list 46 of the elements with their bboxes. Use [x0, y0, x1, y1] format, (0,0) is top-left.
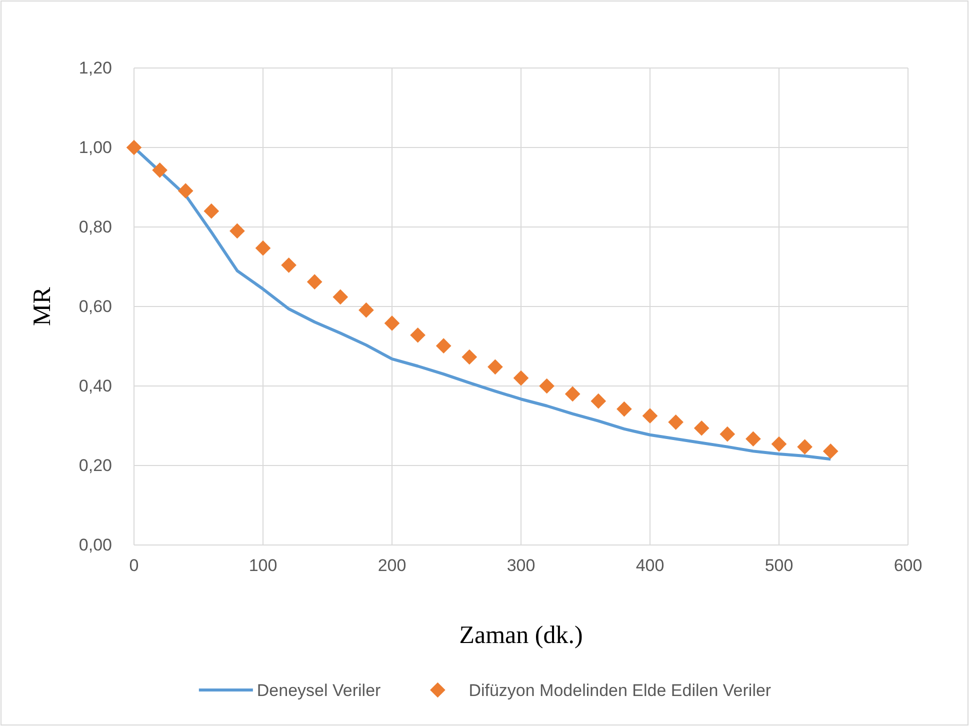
point	[771, 436, 787, 452]
point	[152, 162, 168, 178]
point	[281, 257, 296, 273]
point	[616, 401, 632, 417]
point	[539, 378, 554, 394]
point	[204, 203, 220, 219]
y-axis-title: MR	[29, 286, 56, 326]
point	[513, 370, 529, 386]
point	[126, 140, 142, 156]
y-tick-label: 0,20	[78, 456, 112, 475]
point	[462, 349, 478, 365]
x-tick-label: 300	[506, 556, 536, 576]
point	[564, 386, 580, 402]
x-axis-title: Zaman (dk.)	[459, 622, 583, 649]
point	[230, 223, 245, 239]
point	[822, 444, 838, 459]
point	[306, 274, 322, 290]
point	[746, 431, 761, 447]
point	[668, 414, 684, 430]
point	[384, 316, 400, 331]
point	[255, 240, 271, 256]
legend-label: Deneysel Veriler	[256, 681, 382, 700]
point	[332, 289, 348, 305]
point	[436, 338, 452, 354]
x-tick-label: 200	[378, 556, 406, 576]
y-tick-label: 0,40	[78, 376, 112, 396]
y-tick-label: 1,20	[78, 58, 112, 78]
legend-label: Difüzyon Modelinden Elde Edilen Veriler	[468, 681, 772, 700]
point	[720, 426, 736, 442]
point	[590, 393, 606, 409]
x-tick-label: 400	[636, 556, 664, 576]
point	[358, 302, 374, 318]
y-tick-label: 0,80	[78, 217, 112, 236]
point	[694, 420, 710, 436]
point	[488, 359, 503, 375]
y-tick-label: 1,00	[78, 138, 112, 157]
point	[797, 439, 812, 454]
point	[178, 183, 194, 198]
x-tick-label: 600	[894, 556, 922, 576]
y-tick-label: 0,60	[78, 296, 112, 316]
x-tick-label: 500	[764, 556, 794, 576]
y-tick-label: 0,00	[78, 535, 112, 554]
x-tick-label: 100	[248, 556, 278, 576]
x-tick-label: 0	[129, 556, 139, 576]
point	[642, 408, 658, 424]
point	[410, 327, 426, 343]
